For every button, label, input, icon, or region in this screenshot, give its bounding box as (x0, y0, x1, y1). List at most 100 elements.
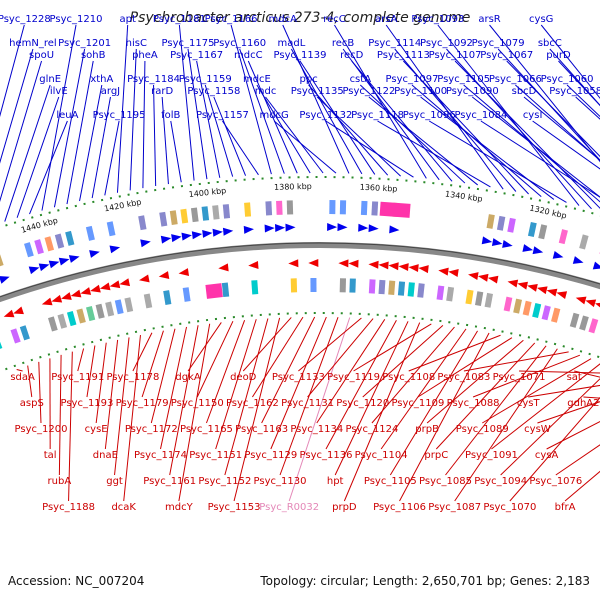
top-gene-label: sbcD (512, 86, 537, 97)
top-gene-label: Psyc_1201 (58, 38, 111, 49)
forward-gene-cog-block (379, 201, 411, 218)
top-gene-label: xthA (90, 74, 113, 85)
reverse-gene-cog-block (541, 305, 551, 321)
forward-gene-arrow (160, 235, 172, 244)
top-gene-label: recB (332, 38, 355, 49)
bottom-gene-label: Psyc_1178 (106, 372, 159, 383)
bottom-gene-label: Psyc_1161 (143, 476, 196, 487)
bottom-gene-label: Psyc_1131 (281, 398, 334, 409)
top-gene-label: Psyc_1113 (377, 50, 430, 61)
top-gene-label: glnE (39, 74, 61, 85)
kbp-tick-label: 1400 kbp (188, 186, 226, 199)
top-gene-label: Psyc_1100 (394, 86, 447, 97)
reverse-gene-arrow (70, 289, 82, 298)
top-gene-label: Psyc_1195 (93, 110, 146, 121)
map-title: Psychrobacter arcticus 273-4, complete g… (129, 10, 471, 26)
top-leader-line (196, 60, 221, 178)
forward-gene-cog-block (85, 225, 95, 241)
bottom-leader-line (316, 319, 386, 424)
bottom-leader-line (27, 365, 33, 398)
reverse-gene-cog-block (436, 285, 445, 301)
bottom-leader-line (123, 334, 141, 502)
bottom-leader-line (463, 351, 569, 372)
reverse-gene-cog-block (57, 313, 68, 329)
forward-gene-arrow (222, 227, 234, 236)
top-leader-line (213, 96, 247, 176)
top-leader-line (142, 60, 146, 189)
top-leader-line (91, 96, 111, 199)
bottom-gene-label: ggt (106, 476, 123, 487)
kbp-tick-label: 1320 kbp (529, 203, 568, 220)
bottom-gene-label: Psyc_1136 (300, 450, 353, 461)
forward-gene-arrow (327, 223, 338, 232)
top-leader-line (170, 120, 182, 183)
reverse-gene-arrow (585, 299, 597, 308)
bottom-gene-label: Psyc_1106 (373, 502, 426, 513)
bottom-gene-label: Psyc_1076 (529, 476, 582, 487)
top-leader-line (411, 84, 542, 198)
reverse-gene-cog-block (143, 293, 153, 309)
bottom-gene-label: Psyc_1151 (189, 450, 242, 461)
top-gene-label: Psyc_1058 (549, 86, 600, 97)
top-leader-line (325, 120, 414, 178)
forward-gene-cog-block (527, 222, 537, 237)
reverse-gene-cog-block (388, 280, 396, 295)
reverse-gene-arrow (448, 269, 459, 277)
top-leader-line (247, 60, 298, 174)
reverse-gene-arrow (158, 271, 170, 279)
bottom-leader-line (38, 361, 42, 424)
reverse-gene-cog-block (19, 325, 30, 341)
top-gene-label: pheA (132, 50, 158, 61)
reverse-gene-cog-block (182, 287, 191, 302)
bottom-leader-line (86, 345, 96, 398)
top-gene-label: Psyc_1158 (187, 86, 240, 97)
bottom-gene-label: prpC (424, 450, 448, 461)
bottom-gene-label: prpB (415, 424, 439, 435)
reverse-gene-arrow (408, 264, 419, 273)
top-leader-line (377, 120, 491, 188)
bottom-leader-line (574, 370, 600, 378)
top-gene-label: spoU (29, 50, 54, 61)
bottom-leader-line (215, 319, 257, 450)
top-leader-line (153, 84, 157, 186)
bottom-gene-label: Psyc_1088 (447, 398, 500, 409)
bottom-gene-label: Psyc_1105 (364, 476, 417, 487)
bottom-leader-line (132, 332, 153, 372)
top-leader-line (446, 48, 592, 210)
reverse-gene-arrow (378, 261, 389, 270)
reverse-gene-cog-block (290, 278, 298, 293)
bottom-gene-label: Psyc_1119 (327, 372, 380, 383)
top-gene-label: Psyc_1210 (50, 14, 103, 25)
top-gene-label: Psyc_1114 (368, 38, 421, 49)
top-gene-label: Psyc_1079 (472, 38, 525, 49)
forward-gene-arrow (28, 266, 40, 275)
top-leader-line (558, 60, 600, 107)
bottom-leader-line (95, 342, 107, 424)
forward-gene-cog-block (486, 214, 495, 229)
reverse-gene-cog-block (522, 300, 532, 316)
forward-gene-cog-block (265, 201, 273, 216)
forward-gene-cog-block (44, 236, 55, 252)
bottom-leader-line (389, 330, 478, 476)
top-gene-label: Psyc_1139 (274, 50, 327, 61)
bottom-gene-label: cysT (517, 398, 541, 409)
bottom-leader-line (114, 337, 130, 476)
top-gene-label: arsA (375, 14, 397, 25)
top-gene-label: madL (277, 38, 305, 49)
top-leader-line (368, 96, 478, 186)
forward-gene-cog-block (360, 200, 368, 216)
reverse-gene-arrow (477, 273, 489, 282)
reverse-gene-arrow (139, 274, 150, 283)
top-leader-line (0, 24, 25, 118)
bottom-leader-line (472, 354, 581, 398)
reverse-gene-arrow (517, 281, 528, 290)
top-leader-line (420, 96, 555, 200)
label-leader-lines (0, 24, 600, 502)
bottom-leader-line (426, 339, 524, 424)
reverse-gene-cog-block (368, 279, 376, 294)
forward-gene-cog-block (339, 200, 347, 215)
reverse-gene-arrow (41, 297, 53, 306)
top-gene-label: argJ (101, 86, 120, 97)
top-gene-label: Psyc_1093 (411, 14, 464, 25)
top-gene-label: Psyc_1132 (299, 110, 352, 121)
